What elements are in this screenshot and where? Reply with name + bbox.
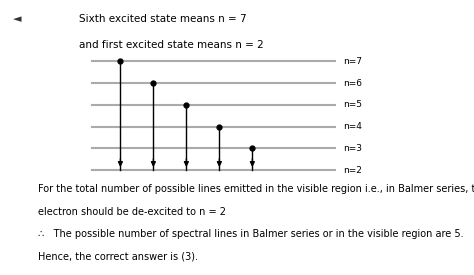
Text: ◄: ◄ [13, 14, 22, 24]
Text: n=4: n=4 [343, 122, 362, 131]
Text: electron should be de-excited to n = 2: electron should be de-excited to n = 2 [38, 207, 226, 217]
Text: ∴   The possible number of spectral lines in Balmer series or in the visible reg: ∴ The possible number of spectral lines … [38, 229, 464, 239]
Text: n=6: n=6 [343, 79, 362, 88]
Text: Hence, the correct answer is (3).: Hence, the correct answer is (3). [38, 252, 198, 262]
Text: n=7: n=7 [343, 57, 362, 66]
Text: Sixth excited state means n = 7: Sixth excited state means n = 7 [79, 14, 247, 24]
Text: For the total number of possible lines emitted in the visible region i.e., in Ba: For the total number of possible lines e… [38, 184, 474, 194]
Text: and first excited state means n = 2: and first excited state means n = 2 [79, 40, 264, 50]
Text: n=2: n=2 [343, 166, 362, 175]
Text: n=5: n=5 [343, 100, 362, 109]
Text: n=3: n=3 [343, 144, 362, 153]
